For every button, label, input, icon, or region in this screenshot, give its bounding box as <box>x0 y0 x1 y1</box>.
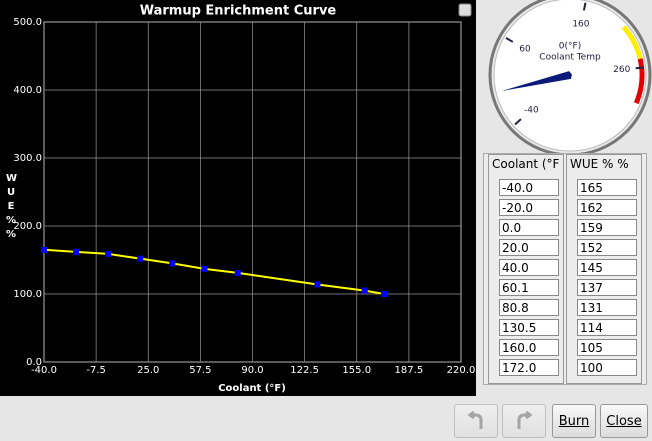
redo-button[interactable] <box>502 404 546 438</box>
gauge-tick <box>582 2 587 11</box>
column-header: Coolant (°F <box>492 157 560 171</box>
burn-button[interactable]: Burn <box>552 404 596 438</box>
table-cell[interactable]: -20.0 <box>499 199 559 216</box>
x-tick-label: 25.0 <box>137 365 159 376</box>
table-cell[interactable]: 160.0 <box>499 339 559 356</box>
y-tick-label: 300.0 <box>13 153 42 164</box>
y-tick-label: 500.0 <box>13 17 42 28</box>
undo-button[interactable] <box>454 404 498 438</box>
y-tick-label: 200.0 <box>13 221 42 232</box>
data-point <box>314 281 321 288</box>
y-axis-label: WUE % % <box>6 173 18 240</box>
gauge-value: 0(°F) <box>559 42 581 52</box>
table-cell[interactable]: 105 <box>577 339 637 356</box>
gauge-tick-label: -40 <box>524 105 539 115</box>
gauge-tick <box>635 66 644 70</box>
table-cell[interactable]: 114 <box>577 319 637 336</box>
table-cell[interactable]: 137 <box>577 279 637 296</box>
x-tick-label: 187.5 <box>395 365 424 376</box>
x-tick-label: -7.5 <box>86 365 106 376</box>
x-tick-label: 155.0 <box>342 365 371 376</box>
column-header: WUE % % <box>570 157 629 171</box>
gauge-zone <box>633 58 645 105</box>
table-cell[interactable]: 152 <box>577 239 637 256</box>
table-cell[interactable]: 130.5 <box>499 319 559 336</box>
table-column: WUE % % 165 162 159 152 145 137 131 114 105 100 <box>566 154 642 384</box>
data-point <box>169 260 176 267</box>
data-point <box>201 265 208 272</box>
x-tick-label: 220.0 <box>447 365 476 376</box>
table-cell[interactable]: 0.0 <box>499 219 559 236</box>
redo-icon <box>517 411 533 429</box>
table-cell[interactable]: -40.0 <box>499 179 559 196</box>
undo-icon <box>467 411 483 429</box>
table-cell[interactable]: 162 <box>577 199 637 216</box>
gauge-title: Coolant Temp <box>539 53 601 63</box>
table-cell[interactable]: 145 <box>577 259 637 276</box>
maximize-button[interactable] <box>458 3 472 17</box>
x-tick-label: 90.0 <box>241 365 263 376</box>
data-point <box>234 269 241 276</box>
gauge-tick-label: 160 <box>572 20 589 30</box>
y-tick-label: 0.0 <box>26 357 42 368</box>
data-point <box>41 246 47 253</box>
gauge-tick-label: 60 <box>519 44 531 54</box>
table-cell[interactable]: 60.1 <box>499 279 559 296</box>
data-point <box>73 248 80 255</box>
close-button[interactable]: Close <box>600 404 648 438</box>
x-tick-label: -40.0 <box>31 365 57 376</box>
table-cell[interactable]: 172.0 <box>499 359 559 376</box>
table-column: Coolant (°F -40.0 -20.0 0.0 20.0 40.0 60.1 80.8… <box>488 154 564 384</box>
data-point <box>105 250 112 257</box>
table-cell[interactable]: 80.8 <box>499 299 559 316</box>
table-cell[interactable]: 159 <box>577 219 637 236</box>
x-axis-label: Coolant (°F) <box>218 383 286 394</box>
data-point <box>137 255 144 262</box>
y-tick-label: 100.0 <box>13 289 42 300</box>
data-point <box>361 287 368 294</box>
table-panel: Coolant (°F -40.0 -20.0 0.0 20.0 40.0 60.1 80.8… <box>483 153 647 385</box>
table-cell[interactable]: 100 <box>577 359 637 376</box>
x-tick-label: 122.5 <box>290 365 319 376</box>
x-tick-label: 57.5 <box>189 365 211 376</box>
chart-background <box>0 0 476 396</box>
gauge-tick <box>505 37 514 43</box>
y-tick-label: 400.0 <box>13 85 42 96</box>
chart: Warmup Enrichment Curve Coolant (°F) 0.0… <box>0 0 652 396</box>
chart-title: Warmup Enrichment Curve <box>140 4 337 19</box>
gauge-tick <box>514 118 522 126</box>
table-cell[interactable]: 165 <box>577 179 637 196</box>
data-point <box>381 291 388 297</box>
gauge-needle <box>501 71 572 91</box>
gauge-tick-label: 260 <box>613 65 630 75</box>
table-cell[interactable]: 40.0 <box>499 259 559 276</box>
gauge-zone <box>621 25 643 60</box>
table-cell[interactable]: 20.0 <box>499 239 559 256</box>
table-cell[interactable]: 131 <box>577 299 637 316</box>
data-line <box>43 248 385 295</box>
